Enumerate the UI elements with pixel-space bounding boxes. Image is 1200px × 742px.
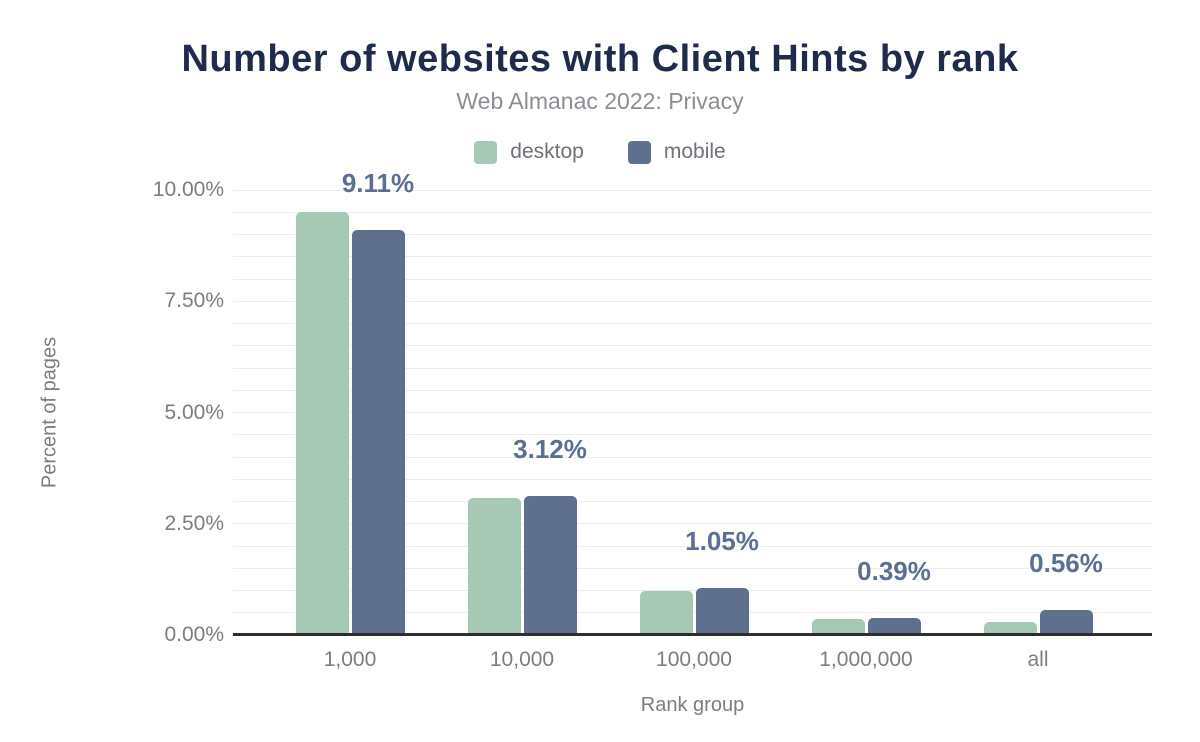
gridline xyxy=(233,367,1152,369)
legend-label: desktop xyxy=(510,140,584,163)
bar-mobile-1000 xyxy=(351,229,405,635)
y-axis-title: Percent of pages xyxy=(38,336,61,488)
gridline xyxy=(233,300,1152,302)
y-tick-label: 7.50% xyxy=(164,289,224,313)
bar-mobile-all xyxy=(1039,610,1093,635)
data-label: 0.56% xyxy=(1029,548,1103,579)
legend-swatch-icon xyxy=(627,140,651,164)
legend-label: mobile xyxy=(663,140,726,163)
gridline xyxy=(233,612,1152,614)
gridline xyxy=(233,189,1152,191)
x-tick-label: all xyxy=(1027,648,1049,671)
y-tick-label: 0.00% xyxy=(164,623,224,646)
gridline xyxy=(233,234,1152,235)
legend-swatch-icon xyxy=(474,140,498,164)
data-label: 0.39% xyxy=(857,555,931,586)
gridline xyxy=(233,478,1152,480)
bar-desktop-1000000 xyxy=(811,619,865,635)
bar-mobile-100000 xyxy=(695,588,749,635)
y-tick-label: 10.00% xyxy=(152,178,224,201)
legend-item-desktop: desktop xyxy=(474,140,584,164)
data-label: 3.12% xyxy=(513,434,587,465)
legend-item-mobile: mobile xyxy=(627,140,726,164)
x-tick-label: 100,000 xyxy=(656,648,732,671)
gridline xyxy=(233,278,1152,280)
bar-desktop-10000 xyxy=(467,497,521,635)
bar-desktop-100000 xyxy=(639,591,693,635)
x-axis-line xyxy=(233,633,1152,636)
bar-mobile-10000 xyxy=(523,496,577,635)
y-tick-label: 5.00% xyxy=(164,400,224,424)
bar-desktop-1000 xyxy=(295,212,349,635)
gridline xyxy=(233,501,1152,502)
x-axis-title: Rank group xyxy=(640,694,745,716)
chart-title: Number of websites with Client Hints by … xyxy=(181,38,1019,80)
gridline xyxy=(233,412,1152,413)
gridline xyxy=(233,523,1152,525)
x-tick-label: 1,000 xyxy=(323,648,377,671)
gridline xyxy=(233,456,1152,458)
gridline xyxy=(233,567,1152,569)
bar-desktop-all xyxy=(983,621,1037,635)
gridline xyxy=(233,545,1152,547)
data-label: 9.11% xyxy=(341,167,415,198)
x-tick-label: 10,000 xyxy=(489,648,555,671)
gridline xyxy=(233,590,1152,591)
data-label: 1.05% xyxy=(685,526,759,557)
gridline xyxy=(233,256,1152,258)
chart-subtitle: Web Almanac 2022: Privacy xyxy=(456,88,744,114)
gridline xyxy=(233,434,1152,436)
gridline xyxy=(233,389,1152,391)
gridline xyxy=(233,345,1152,347)
x-tick-label: 1,000,000 xyxy=(819,648,913,671)
chart-legend: desktop mobile xyxy=(0,140,1200,164)
gridline xyxy=(233,323,1152,324)
gridline xyxy=(233,211,1152,213)
y-tick-label: 2.50% xyxy=(164,511,224,535)
bar-mobile-1000000 xyxy=(867,617,921,635)
